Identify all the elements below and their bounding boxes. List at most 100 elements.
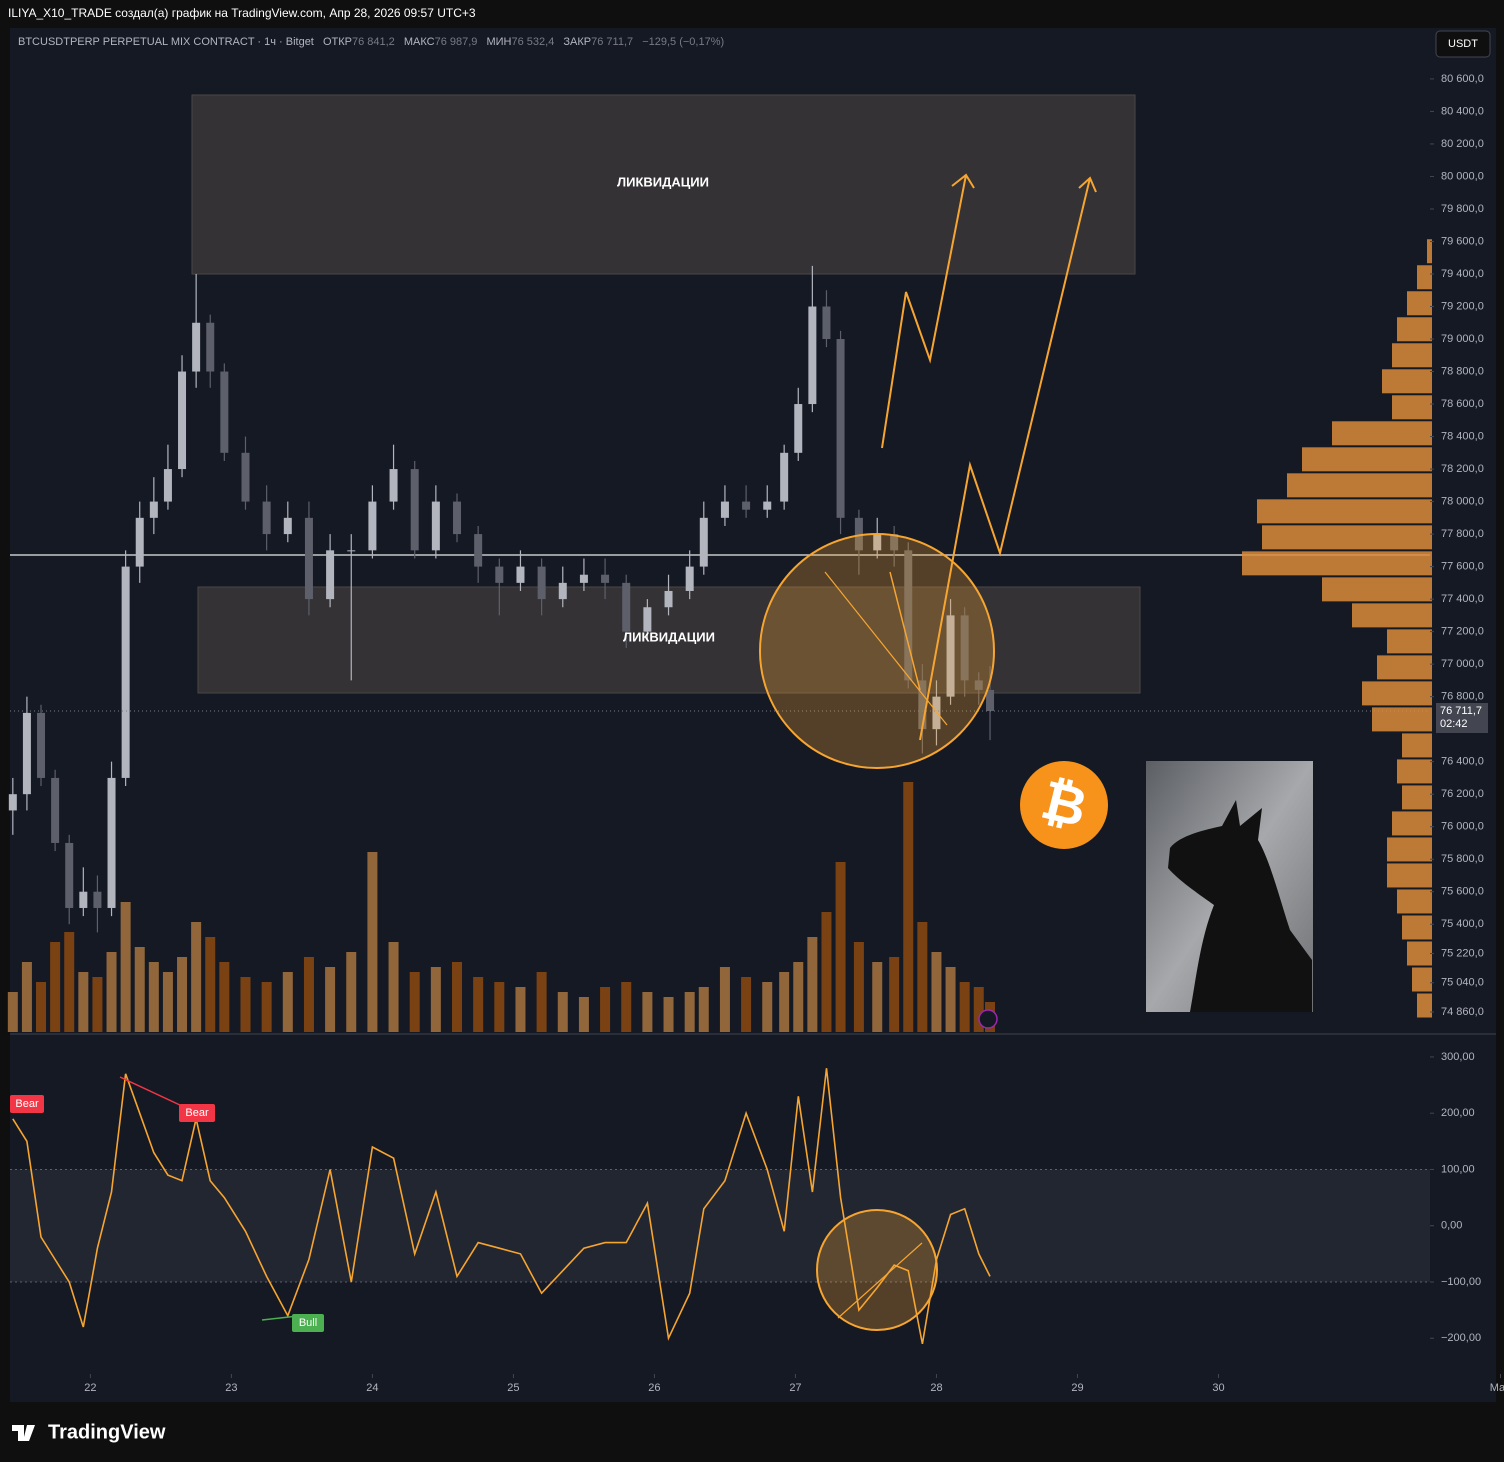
- volume-bar: [261, 982, 272, 1032]
- y-tick-label: 79 400,0: [1441, 268, 1484, 280]
- countdown: 02:42: [1440, 718, 1468, 730]
- y-tick-label: 79 600,0: [1441, 235, 1484, 247]
- candle-body: [241, 452, 250, 502]
- x-tick-label: 29: [1071, 1382, 1083, 1394]
- cci-line: [12, 1068, 991, 1345]
- volume-bar: [663, 997, 674, 1032]
- y-tick-label: 74 860,0: [1441, 1006, 1484, 1018]
- y-tick-label: 78 600,0: [1441, 398, 1484, 410]
- profile-bar: [1387, 629, 1432, 654]
- volume-bar: [698, 987, 709, 1032]
- volume-bar: [536, 972, 547, 1032]
- x-tick-label: 22: [84, 1382, 96, 1394]
- x-tick-label: 25: [507, 1382, 519, 1394]
- volume-bar: [120, 902, 131, 1032]
- y-tick-label: 75 040,0: [1441, 977, 1484, 989]
- profile-bar: [1262, 525, 1432, 550]
- candle-body: [192, 322, 201, 372]
- candle-body: [873, 534, 882, 551]
- candle-body: [836, 339, 845, 518]
- value: 76 532,4: [512, 36, 555, 48]
- logo-mark: [12, 1425, 35, 1441]
- profile-bar: [1402, 915, 1432, 940]
- profile-bar: [1352, 603, 1432, 628]
- candle-body: [453, 501, 462, 535]
- volume-bar: [807, 937, 818, 1032]
- y-tick-label: 76 000,0: [1441, 821, 1484, 833]
- volume-bar: [642, 992, 653, 1032]
- volume-bar: [21, 962, 32, 1032]
- y-tick-label: 78 800,0: [1441, 365, 1484, 377]
- forecast-path: [919, 177, 1091, 741]
- volume-bar: [793, 962, 804, 1032]
- y-tick-label: 78 200,0: [1441, 463, 1484, 475]
- change: −129,5 (−0,17%): [642, 36, 724, 48]
- axes: 74 860,0 75 040,0 75 220,0 75 400,0 75 600,0…: [84, 73, 1504, 1394]
- profile-bar: [1407, 941, 1432, 966]
- currency[interactable]: USDT: [1448, 38, 1478, 50]
- bull-label: Bull: [299, 1317, 317, 1329]
- brand: TradingView: [48, 1421, 166, 1443]
- profile-bar: [1377, 655, 1432, 680]
- volume-bar: [191, 922, 202, 1032]
- profile-bar: [1397, 317, 1432, 342]
- volume-bar: [92, 977, 103, 1032]
- candle-body: [780, 452, 789, 502]
- zone-label: ЛИКВИДАЦИИ: [623, 629, 715, 644]
- alert-icon[interactable]: [978, 1009, 998, 1029]
- candle-body: [643, 607, 652, 632]
- y-tick-label: 79 200,0: [1441, 300, 1484, 312]
- profile-bar: [1402, 785, 1432, 810]
- value: 76 841,2: [352, 36, 395, 48]
- trend-line: [889, 571, 921, 691]
- candle-body: [601, 574, 610, 583]
- y-tick-label: 76 800,0: [1441, 691, 1484, 703]
- y-tick-label: 75 220,0: [1441, 947, 1484, 959]
- forecast-path: [881, 174, 967, 449]
- y-tick-label: 100,00: [1441, 1163, 1475, 1175]
- candle-body: [495, 566, 504, 583]
- volume-bar: [325, 967, 336, 1032]
- candle-body: [946, 615, 955, 697]
- candle-body: [178, 371, 187, 470]
- candle-body: [699, 517, 708, 567]
- trend-line: [837, 1242, 923, 1319]
- candle-body: [890, 534, 899, 551]
- candle-body: [822, 306, 831, 340]
- volume-bar: [430, 967, 441, 1032]
- volume-bar: [762, 982, 773, 1032]
- volume-bar: [148, 962, 159, 1032]
- last-price-box: [1436, 702, 1488, 733]
- profile-bar: [1417, 993, 1432, 1018]
- symbol-line: BTCUSDTPERP PERPETUAL MIX CONTRACT · 1ч …: [18, 36, 724, 48]
- candle-body: [93, 891, 102, 908]
- candle-body: [579, 574, 588, 583]
- y-tick-label: 77 600,0: [1441, 561, 1484, 573]
- candle-body: [389, 469, 398, 502]
- candle-body: [558, 582, 567, 600]
- value: 76 987,9: [435, 36, 478, 48]
- zone-label: ЛИКВИДАЦИИ: [617, 174, 709, 189]
- dog-silhouette: [1168, 800, 1312, 1012]
- volume-bar: [205, 937, 216, 1032]
- highlight-circle: [816, 1209, 938, 1331]
- y-tick-label: 76 200,0: [1441, 788, 1484, 800]
- candle-body: [904, 550, 913, 681]
- drawings: ЛИКВИДАЦИИ ЛИКВИДАЦИИ Bear Bear Bull ₿: [10, 173, 1313, 1332]
- volume-bar: [162, 972, 173, 1032]
- volume-bar: [821, 912, 832, 1032]
- candle-body: [763, 501, 772, 510]
- candle-body: [516, 566, 525, 583]
- volume-bar: [853, 942, 864, 1032]
- volume-bar: [473, 977, 484, 1032]
- candle-body: [347, 550, 356, 552]
- candle-body: [474, 534, 483, 567]
- attribution: ILIYA_X10_TRADE создал(а) график на Trad…: [8, 6, 476, 20]
- currency-button[interactable]: [1435, 30, 1491, 58]
- y-tick-label: 80 000,0: [1441, 170, 1484, 182]
- volume-bar: [600, 987, 611, 1032]
- y-tick-label: 79 800,0: [1441, 203, 1484, 215]
- y-tick-label: 77 000,0: [1441, 658, 1484, 670]
- volume-bar: [36, 982, 47, 1032]
- label: МАКС: [404, 36, 435, 48]
